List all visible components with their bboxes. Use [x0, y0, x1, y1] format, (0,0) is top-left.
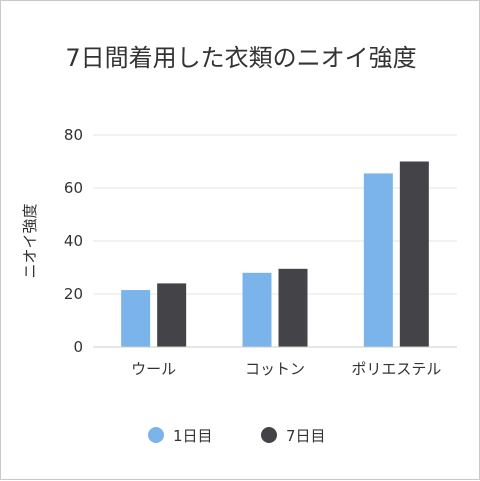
y-axis-label: ニオイ強度 — [21, 203, 39, 278]
legend-label-2: 7日目 — [286, 427, 326, 445]
bar-2-3 — [399, 161, 429, 347]
legend: 1日目 7日目 — [148, 427, 326, 445]
axes: 0 20 40 60 80 ウール コットン ポリエステル — [64, 126, 457, 378]
x-tick-label: ウール — [131, 360, 176, 378]
y-tick-label: 60 — [64, 179, 83, 197]
bar-2-2 — [278, 268, 308, 347]
bar-1-1 — [121, 290, 151, 347]
chart-title: 7日間着用した衣類のニオイ強度 — [65, 44, 417, 72]
y-tick-label: 0 — [73, 338, 83, 356]
bar-2-1 — [157, 283, 187, 347]
y-tick-label: 80 — [64, 126, 83, 144]
legend-marker-2 — [261, 427, 277, 443]
gridlines — [93, 134, 457, 295]
legend-marker-1 — [148, 427, 164, 443]
legend-label-1: 1日目 — [173, 427, 213, 445]
bar-1-3 — [363, 173, 393, 347]
bars — [121, 161, 429, 347]
bar-1-2 — [242, 272, 272, 347]
y-tick-label: 40 — [64, 232, 83, 250]
y-tick-label: 20 — [64, 285, 83, 303]
x-tick-label: ポリエステル — [351, 360, 441, 378]
x-tick-label: コットン — [245, 360, 305, 378]
